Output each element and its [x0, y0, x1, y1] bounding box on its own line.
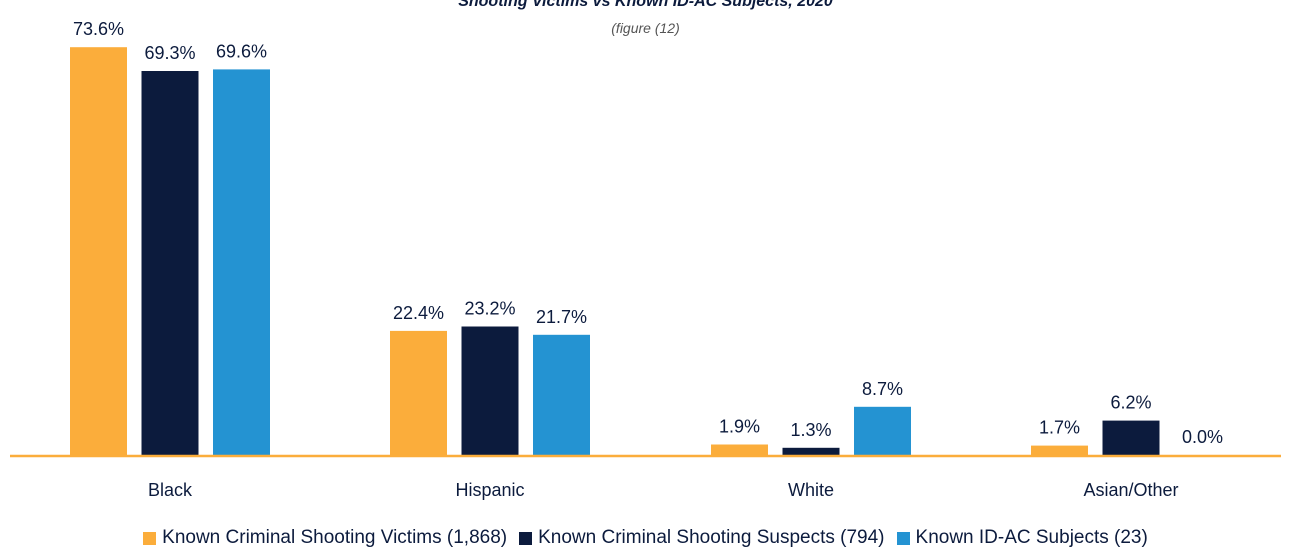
bar-chart: 73.6% 22.4% 1.9% 1.7% 69.3% 23.2% 1.3% 6.2% 69.6…: [10, 19, 1281, 500]
bar-s0-asian-other: [1031, 445, 1088, 455]
bar-s2-black: [213, 69, 270, 456]
legend-label-victims: Known Criminal Shooting Victims (1,868): [162, 527, 508, 548]
legend-swatch-idac: [896, 531, 910, 545]
bar-s2-hispanic: [533, 334, 590, 455]
bar-s1-hispanic: [461, 326, 519, 455]
category-label-hispanic: Hispanic: [455, 480, 524, 500]
chart-title: Shooting Victims vs Known ID-AC Subjects…: [458, 0, 833, 10]
chart-subtitle: (figure (12): [611, 20, 680, 36]
data-label-s0-white: 1.9%: [719, 417, 760, 437]
legend-item-victims: Known Criminal Shooting Victims (1,868): [143, 526, 507, 550]
data-label-s0-black: 73.6%: [73, 19, 124, 39]
bar-s1-asian-other: [1102, 420, 1160, 455]
data-label-s1-hispanic: 23.2%: [464, 299, 515, 319]
data-label-s2-white: 8.7%: [862, 379, 903, 399]
title-area: Shooting Victims vs Known ID-AC Subjects…: [0, 0, 1291, 44]
data-label-s0-hispanic: 22.4%: [393, 303, 444, 323]
data-label-s2-asian-other: 0.0%: [1182, 427, 1223, 447]
legend-label-suspects: Known Criminal Shooting Suspects (794): [538, 527, 885, 548]
bar-s0-black: [70, 47, 127, 455]
legend-swatch-suspects: [519, 531, 533, 545]
legend-item-idac: Known ID-AC Subjects (23): [896, 526, 1148, 550]
category-label-black: Black: [148, 480, 193, 500]
data-label-s2-hispanic: 21.7%: [536, 307, 587, 327]
legend-item-suspects: Known Criminal Shooting Suspects (794): [519, 526, 885, 550]
bar-s0-hispanic: [390, 330, 447, 455]
bar-s0-white: [711, 444, 768, 455]
data-label-s0-asian-other: 1.7%: [1039, 418, 1080, 438]
bar-s2-white: [854, 406, 911, 455]
chart-legend: Known Criminal Shooting Victims (1,868) …: [0, 526, 1291, 550]
category-label-white: White: [788, 480, 834, 500]
data-label-s2-black: 69.6%: [216, 41, 267, 61]
bar-s1-black: [141, 71, 199, 455]
data-label-s1-black: 69.3%: [144, 43, 195, 63]
data-label-s1-white: 1.3%: [790, 420, 831, 440]
category-label-asian-other: Asian/Other: [1083, 480, 1178, 500]
legend-swatch-victims: [143, 531, 157, 545]
legend-label-idac: Known ID-AC Subjects (23): [915, 527, 1148, 548]
data-label-s1-asian-other: 6.2%: [1110, 393, 1151, 413]
bar-s1-white: [782, 447, 840, 455]
